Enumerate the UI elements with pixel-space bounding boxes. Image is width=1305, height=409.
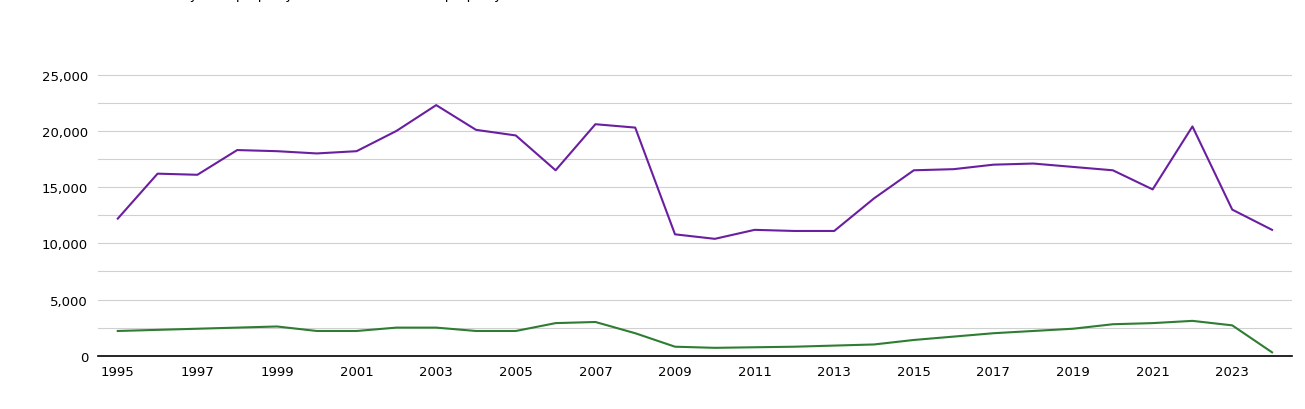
An established property: [150, 172, 166, 177]
An established property: [906, 169, 921, 173]
An established property: [468, 128, 484, 133]
A newly built property: [309, 329, 325, 334]
An established property: [826, 229, 842, 234]
A newly built property: [389, 325, 405, 330]
An established property: [667, 232, 683, 237]
A newly built property: [985, 331, 1001, 336]
A newly built property: [269, 324, 284, 329]
An established property: [508, 134, 523, 139]
A newly built property: [1105, 322, 1121, 327]
An established property: [1105, 169, 1121, 173]
An established property: [587, 122, 603, 127]
A newly built property: [787, 344, 803, 349]
A newly built property: [230, 325, 245, 330]
Line: An established property: An established property: [117, 106, 1272, 239]
An established property: [1144, 187, 1160, 192]
An established property: [269, 149, 284, 154]
An established property: [787, 229, 803, 234]
A newly built property: [707, 346, 723, 351]
A newly built property: [906, 338, 921, 343]
An established property: [946, 167, 962, 172]
A newly built property: [468, 329, 484, 334]
A newly built property: [867, 342, 882, 347]
An established property: [309, 152, 325, 157]
An established property: [548, 169, 564, 173]
A newly built property: [428, 325, 444, 330]
A newly built property: [189, 326, 205, 331]
An established property: [628, 126, 643, 131]
A newly built property: [1144, 321, 1160, 326]
A newly built property: [1185, 319, 1201, 324]
Legend: A newly built property, An established property: A newly built property, An established p…: [104, 0, 508, 8]
An established property: [1026, 162, 1041, 166]
An established property: [389, 129, 405, 134]
An established property: [1224, 208, 1240, 213]
An established property: [707, 237, 723, 242]
An established property: [1265, 228, 1280, 233]
A newly built property: [1224, 323, 1240, 328]
A newly built property: [548, 321, 564, 326]
An established property: [189, 173, 205, 178]
A newly built property: [1065, 326, 1081, 331]
A newly built property: [628, 331, 643, 336]
An established property: [348, 149, 364, 154]
An established property: [230, 148, 245, 153]
An established property: [1185, 125, 1201, 130]
A newly built property: [1265, 350, 1280, 355]
A newly built property: [1026, 329, 1041, 334]
A newly built property: [110, 329, 125, 334]
A newly built property: [826, 343, 842, 348]
An established property: [110, 217, 125, 222]
A newly built property: [946, 334, 962, 339]
A newly built property: [508, 329, 523, 334]
An established property: [746, 228, 762, 233]
A newly built property: [348, 329, 364, 334]
A newly built property: [746, 345, 762, 350]
An established property: [428, 103, 444, 108]
A newly built property: [150, 328, 166, 333]
Line: A newly built property: A newly built property: [117, 321, 1272, 353]
An established property: [985, 163, 1001, 168]
An established property: [1065, 165, 1081, 170]
An established property: [867, 196, 882, 201]
A newly built property: [587, 320, 603, 325]
A newly built property: [667, 344, 683, 349]
